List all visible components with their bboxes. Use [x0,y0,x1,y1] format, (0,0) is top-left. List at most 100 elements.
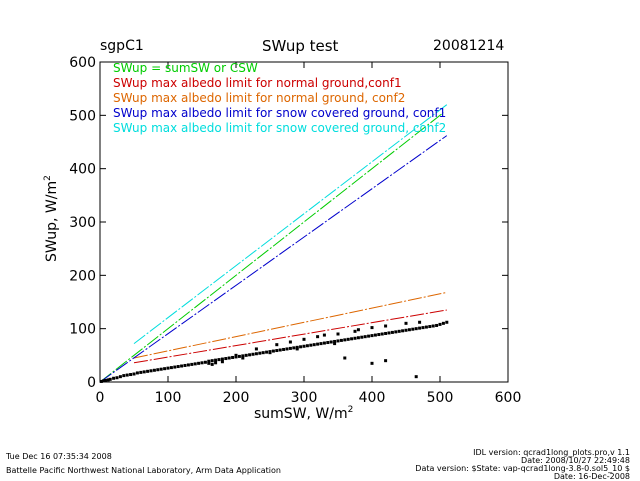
data-point [339,338,343,342]
data-point [356,336,360,340]
data-point [115,376,119,380]
footer-idl-version: IDL version: qcrad1long_plots.pro,v 1.1 [473,448,630,457]
data-point [156,368,160,372]
data-point [268,351,272,355]
x-tick-label: 100 [155,390,182,406]
x-tick-label: 500 [427,390,454,406]
x-tick-label: 300 [291,390,318,406]
data-point [190,362,194,366]
data-point [435,323,439,327]
data-point [316,342,320,346]
data-point [169,366,173,370]
data-point [214,358,218,362]
data-point [271,349,275,353]
data-point [390,330,394,334]
data-point [367,334,371,338]
chart-axes: 0 100 200 300 400 500 600 0 100 200 300 400 500 600 [69,55,521,406]
x-tick-label: 0 [96,390,105,406]
data-point [414,375,418,379]
data-point [322,341,326,345]
data-point [370,334,374,338]
data-point [312,343,316,347]
data-point [377,333,381,337]
y-tick-label: 500 [69,108,96,124]
data-point [227,356,231,360]
data-point [360,335,364,339]
data-point [295,345,299,349]
data-point [241,356,245,360]
data-point [106,378,110,382]
legend-entry: SWup = sumSW or CSW [113,61,258,75]
site-label: sgpC1 [100,38,144,54]
data-point [275,343,279,347]
data-point [118,375,122,379]
data-point [414,327,418,331]
data-point [380,332,384,336]
x-axis-label: sumSW, W/m2 [254,405,353,422]
data-point [343,338,347,342]
footer-timestamp: Tue Dec 16 07:35:34 2008 [6,452,112,461]
data-point [401,329,405,333]
data-point [350,337,354,341]
data-point [101,379,105,383]
x-tick-label: 200 [223,390,250,406]
data-point [129,373,133,377]
data-point [224,357,228,361]
data-point [333,339,337,343]
y-tick-label: 100 [69,322,96,338]
series-line [133,309,447,364]
data-point [428,325,432,329]
data-point [234,355,238,359]
data-point [163,367,167,371]
chart-series-lines [99,104,448,383]
data-point [261,351,265,355]
data-point [275,349,279,353]
legend-entry: SWup max albedo limit for normal ground,… [113,76,402,90]
footer-data-date: Date: 16-Dec-2008 [553,472,630,481]
data-point [343,356,347,360]
data-point [282,347,286,351]
data-point [445,320,449,324]
data-point [135,371,139,375]
data-point [384,331,388,335]
data-point [241,354,245,358]
legend-entry: SWup max albedo limit for snow covered g… [113,121,446,135]
y-tick-label: 0 [87,375,96,391]
data-point [404,321,408,325]
data-point [438,322,442,326]
data-point [319,342,323,346]
x-tick-label: 400 [359,390,386,406]
data-point [411,327,415,331]
data-point [424,325,428,329]
y-axis-label: SWup, W/m2 [43,175,60,262]
x-tick-label: 600 [495,390,522,406]
data-point [356,328,360,332]
series-line [133,291,447,359]
data-point [197,361,201,365]
data-point [99,379,103,383]
data-point [254,347,258,351]
data-point [431,324,435,328]
data-point [299,345,303,349]
y-tick-label: 200 [69,268,96,284]
data-point [210,362,214,366]
data-point [387,331,391,335]
data-point [336,332,340,336]
data-point [200,361,204,365]
data-point [404,328,408,332]
data-point [305,344,309,348]
data-point [288,346,292,350]
data-point [285,347,289,351]
data-point [244,353,248,357]
data-point [302,344,306,348]
data-point [103,378,107,382]
data-point [302,337,306,341]
data-point [132,372,136,376]
data-point [112,376,116,380]
data-point [373,333,377,337]
data-point [248,353,252,357]
data-point [418,326,422,330]
data-point [384,359,388,363]
data-point [322,333,326,337]
